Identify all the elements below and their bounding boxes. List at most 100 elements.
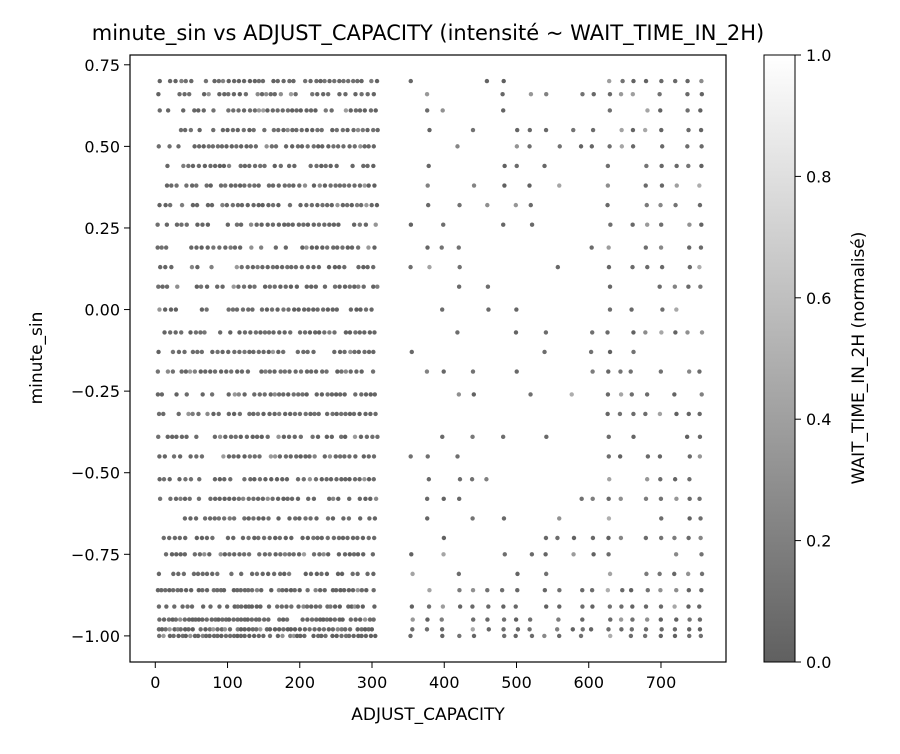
- scatter-point: [313, 108, 318, 113]
- scatter-point: [354, 369, 359, 374]
- scatter-point: [350, 588, 356, 593]
- colorbar-tick-label: 0.4: [806, 410, 831, 429]
- scatter-point: [334, 633, 339, 639]
- scatter-point: [427, 588, 432, 593]
- scatter-point: [288, 627, 294, 632]
- scatter-point: [285, 627, 290, 632]
- scatter-point: [370, 369, 376, 374]
- scatter-point: [424, 496, 430, 502]
- scatter-point: [699, 222, 704, 227]
- scatter-point: [306, 307, 311, 312]
- scatter-point: [161, 411, 166, 417]
- scatter-point: [278, 284, 283, 289]
- scatter-point: [346, 588, 352, 593]
- scatter-point: [672, 392, 677, 397]
- scatter-point: [190, 163, 196, 169]
- scatter-point: [268, 91, 273, 97]
- scatter-point: [273, 535, 278, 541]
- scatter-point: [222, 91, 227, 97]
- scatter-point: [410, 571, 415, 577]
- scatter-point: [265, 571, 271, 577]
- scatter-point: [319, 477, 324, 482]
- scatter-point: [687, 496, 692, 502]
- scatter-point: [243, 91, 249, 97]
- scatter-point: [502, 163, 507, 169]
- scatter-point: [501, 627, 506, 632]
- scatter-point: [224, 604, 230, 609]
- scatter-point: [513, 604, 518, 609]
- scatter-point: [226, 349, 231, 355]
- scatter-point: [192, 144, 197, 149]
- scatter-point: [408, 78, 413, 84]
- scatter-point: [311, 307, 316, 312]
- scatter-point: [276, 434, 281, 440]
- scatter-point: [357, 222, 363, 227]
- scatter-point: [457, 264, 462, 270]
- scatter-point: [471, 633, 477, 639]
- scatter-point: [606, 245, 611, 250]
- scatter-point: [485, 588, 490, 593]
- scatter-point: [580, 617, 585, 622]
- scatter-point: [242, 330, 248, 335]
- scatter-point: [242, 349, 247, 355]
- scatter-point: [455, 454, 460, 459]
- scatter-point: [672, 477, 678, 482]
- scatter-point: [660, 307, 665, 312]
- scatter-point: [289, 108, 295, 113]
- scatter-point: [163, 588, 168, 593]
- scatter-point: [257, 617, 262, 622]
- scatter-point: [245, 264, 250, 270]
- scatter-point: [211, 588, 217, 593]
- scatter-point: [252, 78, 258, 84]
- scatter-point: [698, 284, 703, 289]
- scatter-point: [226, 91, 231, 97]
- scatter-point: [176, 571, 181, 577]
- scatter-point: [359, 369, 364, 374]
- scatter-point: [204, 307, 209, 312]
- scatter-point: [190, 627, 195, 632]
- scatter-point: [210, 349, 215, 355]
- scatter-point: [231, 78, 237, 84]
- scatter-point: [328, 163, 333, 169]
- scatter-point: [312, 330, 318, 335]
- scatter-point: [347, 330, 353, 335]
- y-tick-label: 0.25: [84, 219, 120, 238]
- scatter-point: [203, 369, 208, 374]
- scatter-point: [658, 245, 664, 250]
- scatter-point: [189, 604, 195, 609]
- scatter-point: [275, 78, 280, 84]
- scatter-point: [196, 588, 201, 593]
- scatter-point: [373, 411, 378, 417]
- scatter-point: [160, 284, 165, 289]
- colorbar-label: WAIT_TIME_IN_2H (normalisé): [849, 232, 869, 485]
- scatter-point: [672, 571, 677, 577]
- scatter-point: [283, 535, 288, 541]
- scatter-point: [334, 307, 340, 312]
- scatter-point: [358, 144, 363, 149]
- scatter-point: [352, 284, 357, 289]
- scatter-point: [697, 604, 702, 609]
- scatter-point: [617, 411, 623, 417]
- scatter-point: [542, 588, 548, 593]
- scatter-point: [183, 369, 189, 374]
- scatter-point: [184, 222, 189, 227]
- scatter-point: [262, 552, 268, 557]
- scatter-point: [277, 535, 283, 541]
- scatter-point: [589, 245, 594, 250]
- scatter-point: [286, 392, 291, 397]
- scatter-point: [345, 127, 350, 133]
- scatter-point: [283, 245, 289, 250]
- scatter-point: [357, 496, 363, 502]
- scatter-point: [424, 91, 430, 97]
- scatter-point: [304, 284, 309, 289]
- scatter-point: [571, 552, 576, 557]
- scatter-point: [281, 627, 286, 632]
- scatter-point: [176, 633, 181, 639]
- scatter-point: [212, 78, 217, 84]
- scatter-point: [232, 392, 238, 397]
- scatter-point: [315, 307, 320, 312]
- scatter-point: [266, 516, 271, 521]
- scatter-point: [265, 222, 270, 227]
- scatter-point: [285, 127, 290, 133]
- scatter-point: [359, 91, 364, 97]
